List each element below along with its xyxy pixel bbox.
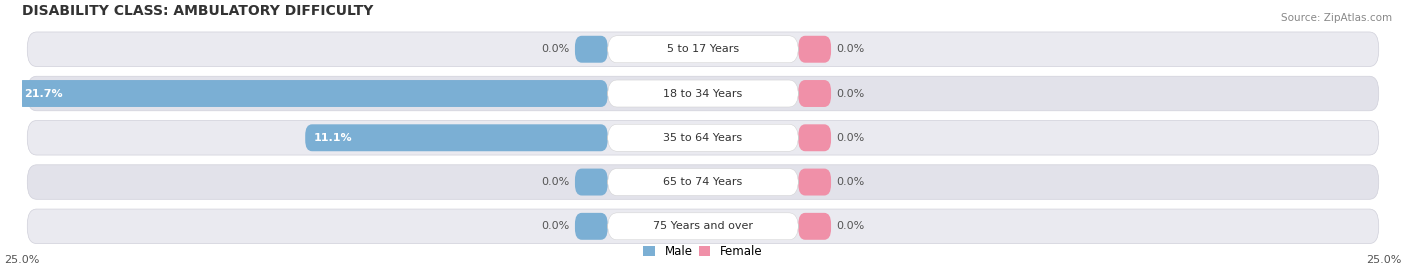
Text: 0.0%: 0.0% [837, 133, 865, 143]
Text: 0.0%: 0.0% [837, 177, 865, 187]
FancyBboxPatch shape [799, 36, 831, 63]
Text: 0.0%: 0.0% [541, 44, 569, 54]
Text: 11.1%: 11.1% [314, 133, 352, 143]
Text: 18 to 34 Years: 18 to 34 Years [664, 89, 742, 98]
FancyBboxPatch shape [305, 124, 607, 151]
FancyBboxPatch shape [799, 169, 831, 196]
FancyBboxPatch shape [27, 165, 1379, 199]
FancyBboxPatch shape [575, 213, 607, 240]
FancyBboxPatch shape [17, 80, 607, 107]
Text: 0.0%: 0.0% [837, 44, 865, 54]
FancyBboxPatch shape [27, 209, 1379, 244]
FancyBboxPatch shape [607, 169, 799, 196]
FancyBboxPatch shape [799, 213, 831, 240]
FancyBboxPatch shape [799, 80, 831, 107]
Text: 21.7%: 21.7% [24, 89, 63, 98]
Text: 75 Years and over: 75 Years and over [652, 221, 754, 231]
Text: 0.0%: 0.0% [541, 177, 569, 187]
FancyBboxPatch shape [575, 169, 607, 196]
Text: 5 to 17 Years: 5 to 17 Years [666, 44, 740, 54]
FancyBboxPatch shape [27, 32, 1379, 66]
Text: 35 to 64 Years: 35 to 64 Years [664, 133, 742, 143]
FancyBboxPatch shape [799, 124, 831, 151]
FancyBboxPatch shape [607, 80, 799, 107]
Text: 0.0%: 0.0% [541, 221, 569, 231]
FancyBboxPatch shape [27, 76, 1379, 111]
FancyBboxPatch shape [607, 124, 799, 151]
FancyBboxPatch shape [607, 213, 799, 240]
Text: 0.0%: 0.0% [837, 221, 865, 231]
FancyBboxPatch shape [575, 36, 607, 63]
FancyBboxPatch shape [607, 36, 799, 63]
Text: Source: ZipAtlas.com: Source: ZipAtlas.com [1281, 13, 1392, 23]
Text: 0.0%: 0.0% [837, 89, 865, 98]
Text: DISABILITY CLASS: AMBULATORY DIFFICULTY: DISABILITY CLASS: AMBULATORY DIFFICULTY [22, 4, 373, 18]
Text: 65 to 74 Years: 65 to 74 Years [664, 177, 742, 187]
Legend: Male, Female: Male, Female [638, 240, 768, 263]
FancyBboxPatch shape [27, 121, 1379, 155]
